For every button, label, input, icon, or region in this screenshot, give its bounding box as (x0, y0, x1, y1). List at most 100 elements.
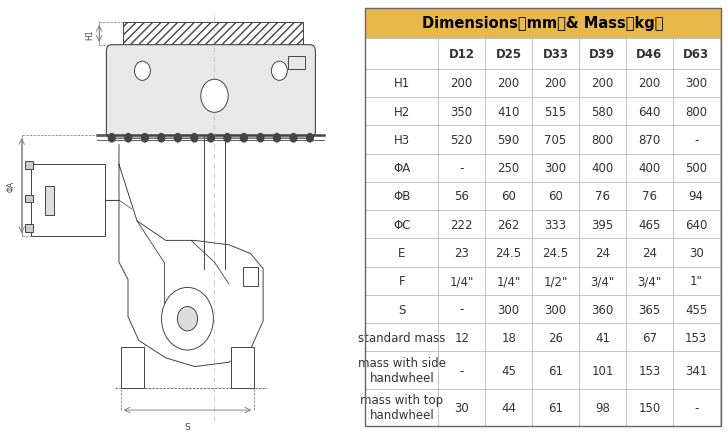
Bar (673, 154, 720, 182)
Bar (532, 39, 579, 70)
Bar (532, 239, 579, 267)
Text: 250: 250 (497, 162, 520, 175)
Bar (532, 352, 579, 389)
Bar (25, 161, 33, 169)
Text: 153: 153 (685, 331, 708, 344)
Bar (579, 389, 626, 426)
Bar (532, 154, 579, 182)
Circle shape (124, 134, 132, 143)
Circle shape (306, 134, 314, 143)
Text: 395: 395 (591, 218, 614, 231)
Bar (365, 39, 438, 70)
Text: 76: 76 (595, 190, 610, 203)
Bar (485, 39, 532, 70)
Text: 12: 12 (454, 331, 470, 344)
Bar (231, 347, 254, 388)
Bar (122, 23, 303, 46)
Bar (673, 295, 720, 323)
Text: 101: 101 (591, 364, 614, 377)
Bar (626, 126, 673, 154)
Bar (485, 267, 532, 295)
Text: 1/4": 1/4" (450, 275, 474, 288)
Circle shape (207, 134, 215, 143)
Bar (673, 98, 720, 126)
Bar (438, 389, 485, 426)
Text: D25: D25 (496, 48, 522, 61)
Bar (673, 352, 720, 389)
Bar (626, 323, 673, 352)
Text: D63: D63 (683, 48, 709, 61)
Text: ΦA: ΦA (7, 181, 16, 192)
Text: 200: 200 (591, 77, 614, 90)
Text: 500: 500 (685, 162, 708, 175)
Text: 400: 400 (591, 162, 614, 175)
Text: 870: 870 (638, 134, 660, 147)
Bar (579, 126, 626, 154)
Bar (673, 126, 720, 154)
Bar (532, 267, 579, 295)
Bar (532, 70, 579, 98)
Text: 800: 800 (591, 134, 614, 147)
Text: mass with top
handwheel: mass with top handwheel (360, 394, 443, 421)
Text: -: - (694, 401, 698, 414)
Bar (365, 98, 438, 126)
Text: -: - (694, 134, 698, 147)
Text: -: - (459, 303, 464, 316)
Bar (438, 70, 485, 98)
Bar (121, 347, 144, 388)
Text: 200: 200 (545, 77, 566, 90)
Text: 410: 410 (497, 105, 520, 118)
Bar (485, 210, 532, 239)
Bar (579, 210, 626, 239)
Text: 153: 153 (638, 364, 660, 377)
Text: 200: 200 (451, 77, 473, 90)
Text: 56: 56 (454, 190, 469, 203)
Bar (438, 39, 485, 70)
Bar (365, 182, 438, 210)
Bar (626, 70, 673, 98)
Circle shape (174, 134, 181, 143)
Bar (579, 239, 626, 267)
Bar (438, 126, 485, 154)
Bar (25, 195, 33, 203)
Text: 640: 640 (685, 218, 708, 231)
Text: 61: 61 (548, 364, 563, 377)
Bar (579, 295, 626, 323)
Bar (365, 210, 438, 239)
Text: D39: D39 (590, 48, 615, 61)
Text: 67: 67 (642, 331, 657, 344)
Text: 350: 350 (451, 105, 472, 118)
FancyBboxPatch shape (106, 46, 315, 139)
Text: 76: 76 (642, 190, 657, 203)
Bar (673, 182, 720, 210)
Text: 18: 18 (501, 331, 516, 344)
Text: 3/4": 3/4" (637, 275, 662, 288)
Bar (485, 154, 532, 182)
Text: 1/4": 1/4" (496, 275, 521, 288)
Bar (626, 39, 673, 70)
Bar (626, 239, 673, 267)
Text: 150: 150 (638, 401, 660, 414)
Bar (365, 295, 438, 323)
Bar (365, 352, 438, 389)
Text: 98: 98 (595, 401, 610, 414)
Text: 262: 262 (497, 218, 520, 231)
Bar (673, 39, 720, 70)
Circle shape (158, 134, 165, 143)
Text: 24: 24 (642, 247, 657, 260)
Bar (31, 165, 105, 237)
Text: ΦB: ΦB (393, 190, 411, 203)
Text: 520: 520 (451, 134, 473, 147)
Text: 465: 465 (638, 218, 660, 231)
Text: 360: 360 (591, 303, 614, 316)
Text: 640: 640 (638, 105, 660, 118)
Bar (438, 182, 485, 210)
Bar (532, 98, 579, 126)
Text: 400: 400 (638, 162, 660, 175)
Text: 24.5: 24.5 (542, 247, 569, 260)
Bar (579, 323, 626, 352)
Bar (438, 295, 485, 323)
Bar (673, 239, 720, 267)
Bar (45, 186, 54, 215)
Bar (365, 154, 438, 182)
